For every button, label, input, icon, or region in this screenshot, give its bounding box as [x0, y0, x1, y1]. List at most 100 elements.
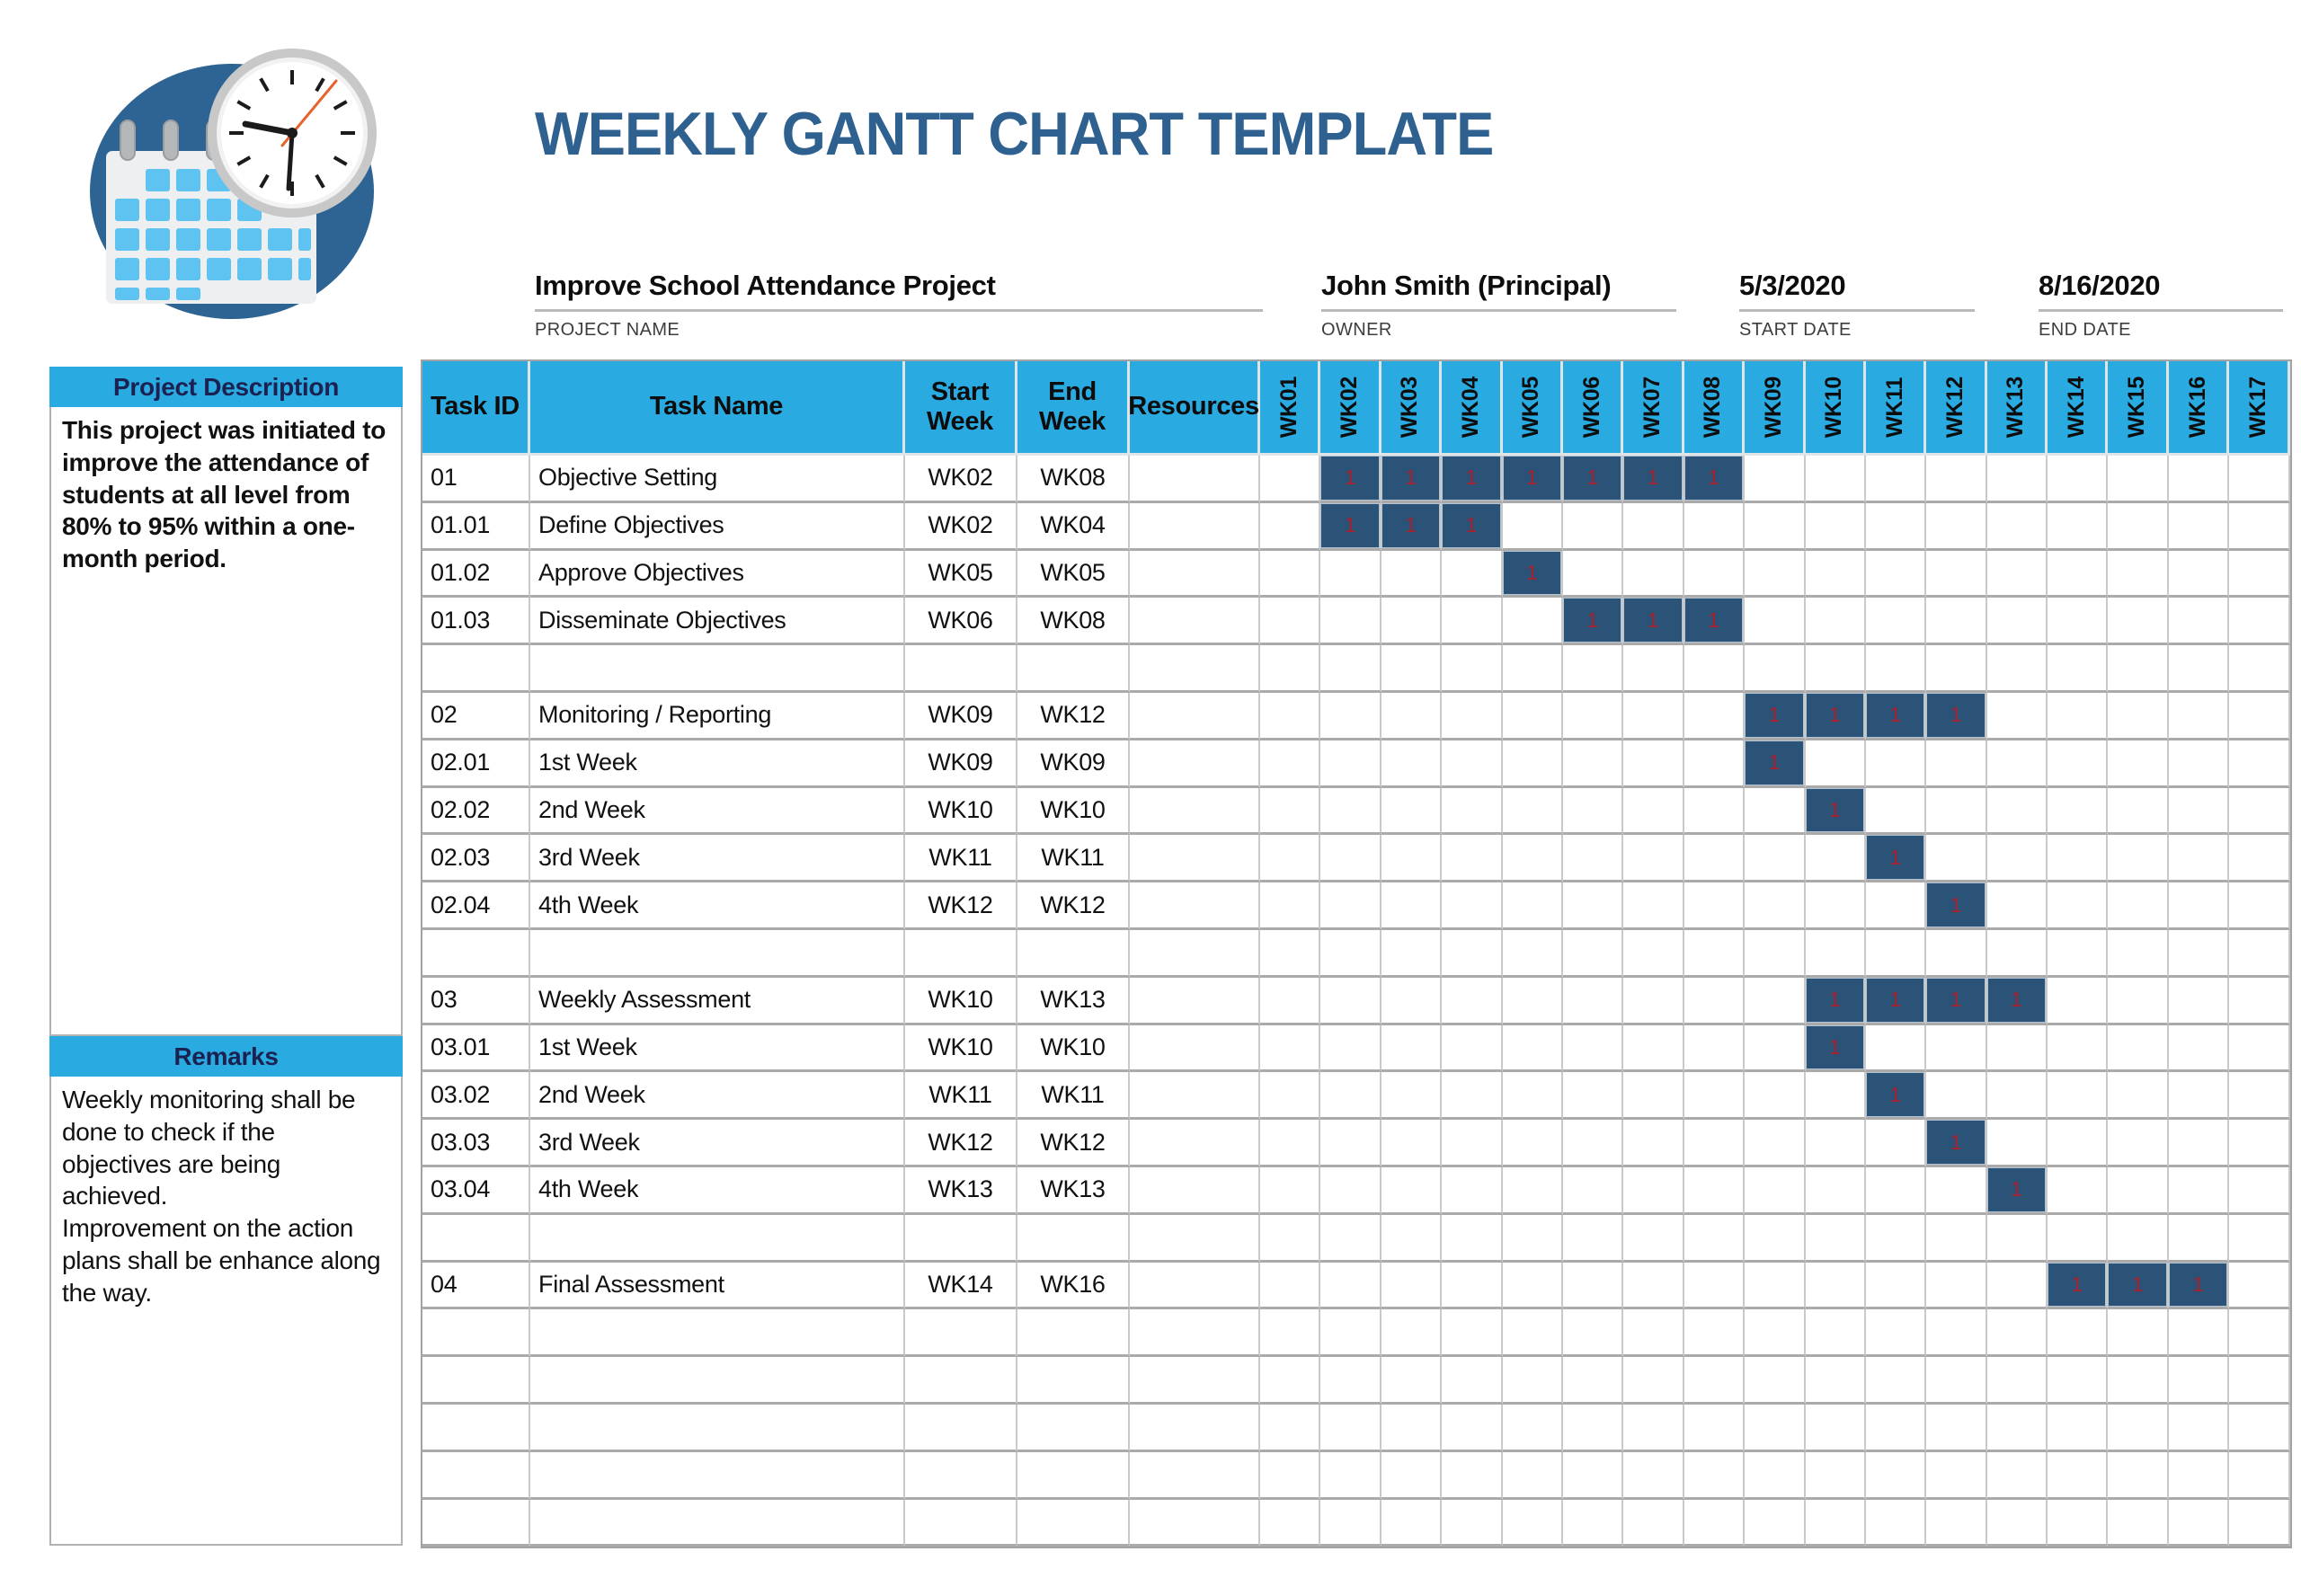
week-cell[interactable]: [2229, 550, 2290, 598]
week-cell[interactable]: [1502, 645, 1563, 693]
week-cell[interactable]: [1745, 1404, 1806, 1452]
week-cell[interactable]: [2108, 835, 2169, 883]
week-cell[interactable]: [1684, 977, 1746, 1025]
week-cell[interactable]: [2168, 882, 2230, 930]
gantt-bar-cell[interactable]: 1: [1865, 692, 1927, 740]
week-cell[interactable]: [1442, 645, 1503, 693]
week-cell[interactable]: [1865, 1309, 1927, 1358]
week-cell[interactable]: [2229, 1262, 2290, 1310]
task-id-cell[interactable]: 02.04: [422, 882, 530, 930]
week-cell[interactable]: [1442, 977, 1503, 1025]
week-cell[interactable]: [1502, 1072, 1563, 1121]
task-id-cell[interactable]: 01.01: [422, 502, 530, 551]
week-cell[interactable]: [2229, 456, 2290, 503]
week-cell[interactable]: [2048, 882, 2109, 930]
week-cell[interactable]: [1745, 645, 1806, 693]
task-name-cell[interactable]: Define Objectives: [530, 502, 905, 551]
start-week-cell[interactable]: WK10: [905, 977, 1017, 1025]
resources-cell[interactable]: [1130, 977, 1260, 1025]
resources-cell[interactable]: [1130, 740, 1260, 788]
week-cell[interactable]: [1745, 929, 1806, 978]
week-cell[interactable]: [1926, 1309, 1987, 1358]
week-cell[interactable]: [1442, 1024, 1503, 1073]
week-cell[interactable]: [1745, 550, 1806, 598]
start-date-value[interactable]: 5/3/2020: [1739, 270, 1975, 312]
task-name-cell[interactable]: 2nd Week: [530, 787, 905, 836]
week-cell[interactable]: [1926, 929, 1987, 978]
end-week-cell[interactable]: [1017, 1404, 1130, 1452]
task-name-cell[interactable]: 2nd Week: [530, 1072, 905, 1121]
week-cell[interactable]: [1623, 1357, 1684, 1405]
week-cell[interactable]: [1623, 1451, 1684, 1500]
week-cell[interactable]: [1260, 1357, 1321, 1405]
week-cell[interactable]: [1745, 1120, 1806, 1167]
week-cell[interactable]: [2108, 740, 2169, 788]
week-cell[interactable]: [2048, 740, 2109, 788]
week-cell[interactable]: [1562, 1120, 1624, 1167]
week-cell[interactable]: [1260, 1499, 1321, 1547]
week-cell[interactable]: [1986, 1024, 2048, 1073]
end-week-cell[interactable]: WK13: [1017, 977, 1130, 1025]
week-cell[interactable]: [1442, 1451, 1503, 1500]
task-name-cell[interactable]: 4th Week: [530, 1166, 905, 1215]
start-week-cell[interactable]: WK02: [905, 456, 1017, 503]
week-cell[interactable]: [2168, 1214, 2230, 1263]
gantt-bar-cell[interactable]: 1: [1562, 456, 1624, 503]
week-cell[interactable]: [1623, 1404, 1684, 1452]
week-cell[interactable]: [2108, 787, 2169, 836]
end-week-cell[interactable]: WK12: [1017, 882, 1130, 930]
week-cell[interactable]: [2108, 692, 2169, 740]
task-id-cell[interactable]: 04: [422, 1262, 530, 1310]
week-cell[interactable]: [1865, 787, 1927, 836]
gantt-bar-cell[interactable]: 1: [1442, 502, 1503, 551]
week-cell[interactable]: [1865, 598, 1927, 646]
week-cell[interactable]: [1926, 1357, 1987, 1405]
task-name-cell[interactable]: [530, 1357, 905, 1405]
gantt-bar-cell[interactable]: 1: [1745, 740, 1806, 788]
week-cell[interactable]: [2168, 740, 2230, 788]
week-cell[interactable]: [1926, 1214, 1987, 1263]
task-id-cell[interactable]: 01: [422, 456, 530, 503]
task-id-cell[interactable]: [422, 1357, 530, 1405]
week-cell[interactable]: [1381, 692, 1443, 740]
week-cell[interactable]: [2168, 692, 2230, 740]
week-cell[interactable]: [1381, 1166, 1443, 1215]
week-cell[interactable]: [2108, 1024, 2169, 1073]
week-cell[interactable]: [2108, 977, 2169, 1025]
week-cell[interactable]: [2229, 929, 2290, 978]
resources-cell[interactable]: [1130, 787, 1260, 836]
week-cell[interactable]: [1745, 882, 1806, 930]
week-cell[interactable]: [1926, 835, 1987, 883]
week-cell[interactable]: [1442, 835, 1503, 883]
week-cell[interactable]: [1986, 1404, 2048, 1452]
start-week-cell[interactable]: WK13: [905, 1166, 1017, 1215]
week-cell[interactable]: [2229, 740, 2290, 788]
week-cell[interactable]: [2229, 1499, 2290, 1547]
week-cell[interactable]: [1381, 1024, 1443, 1073]
week-cell[interactable]: [2229, 882, 2290, 930]
week-cell[interactable]: [2168, 929, 2230, 978]
resources-cell[interactable]: [1130, 1120, 1260, 1167]
week-cell[interactable]: [2048, 1166, 2109, 1215]
week-cell[interactable]: [1986, 740, 2048, 788]
week-cell[interactable]: [1320, 1357, 1381, 1405]
week-cell[interactable]: [1260, 1072, 1321, 1121]
week-cell[interactable]: [2229, 1451, 2290, 1500]
week-cell[interactable]: [2108, 882, 2169, 930]
week-cell[interactable]: [1381, 740, 1443, 788]
week-cell[interactable]: [1260, 835, 1321, 883]
week-cell[interactable]: [2048, 1072, 2109, 1121]
week-cell[interactable]: [1986, 1451, 2048, 1500]
week-cell[interactable]: [1381, 598, 1443, 646]
start-week-cell[interactable]: [905, 1404, 1017, 1452]
start-week-cell[interactable]: [905, 929, 1017, 978]
task-id-cell[interactable]: 03.03: [422, 1120, 530, 1167]
week-cell[interactable]: [1562, 977, 1624, 1025]
week-cell[interactable]: [1562, 929, 1624, 978]
week-cell[interactable]: [2048, 1451, 2109, 1500]
week-cell[interactable]: [1320, 929, 1381, 978]
week-cell[interactable]: [1684, 787, 1746, 836]
end-week-cell[interactable]: WK13: [1017, 1166, 1130, 1215]
gantt-bar-cell[interactable]: 1: [1562, 598, 1624, 646]
week-cell[interactable]: [1926, 550, 1987, 598]
